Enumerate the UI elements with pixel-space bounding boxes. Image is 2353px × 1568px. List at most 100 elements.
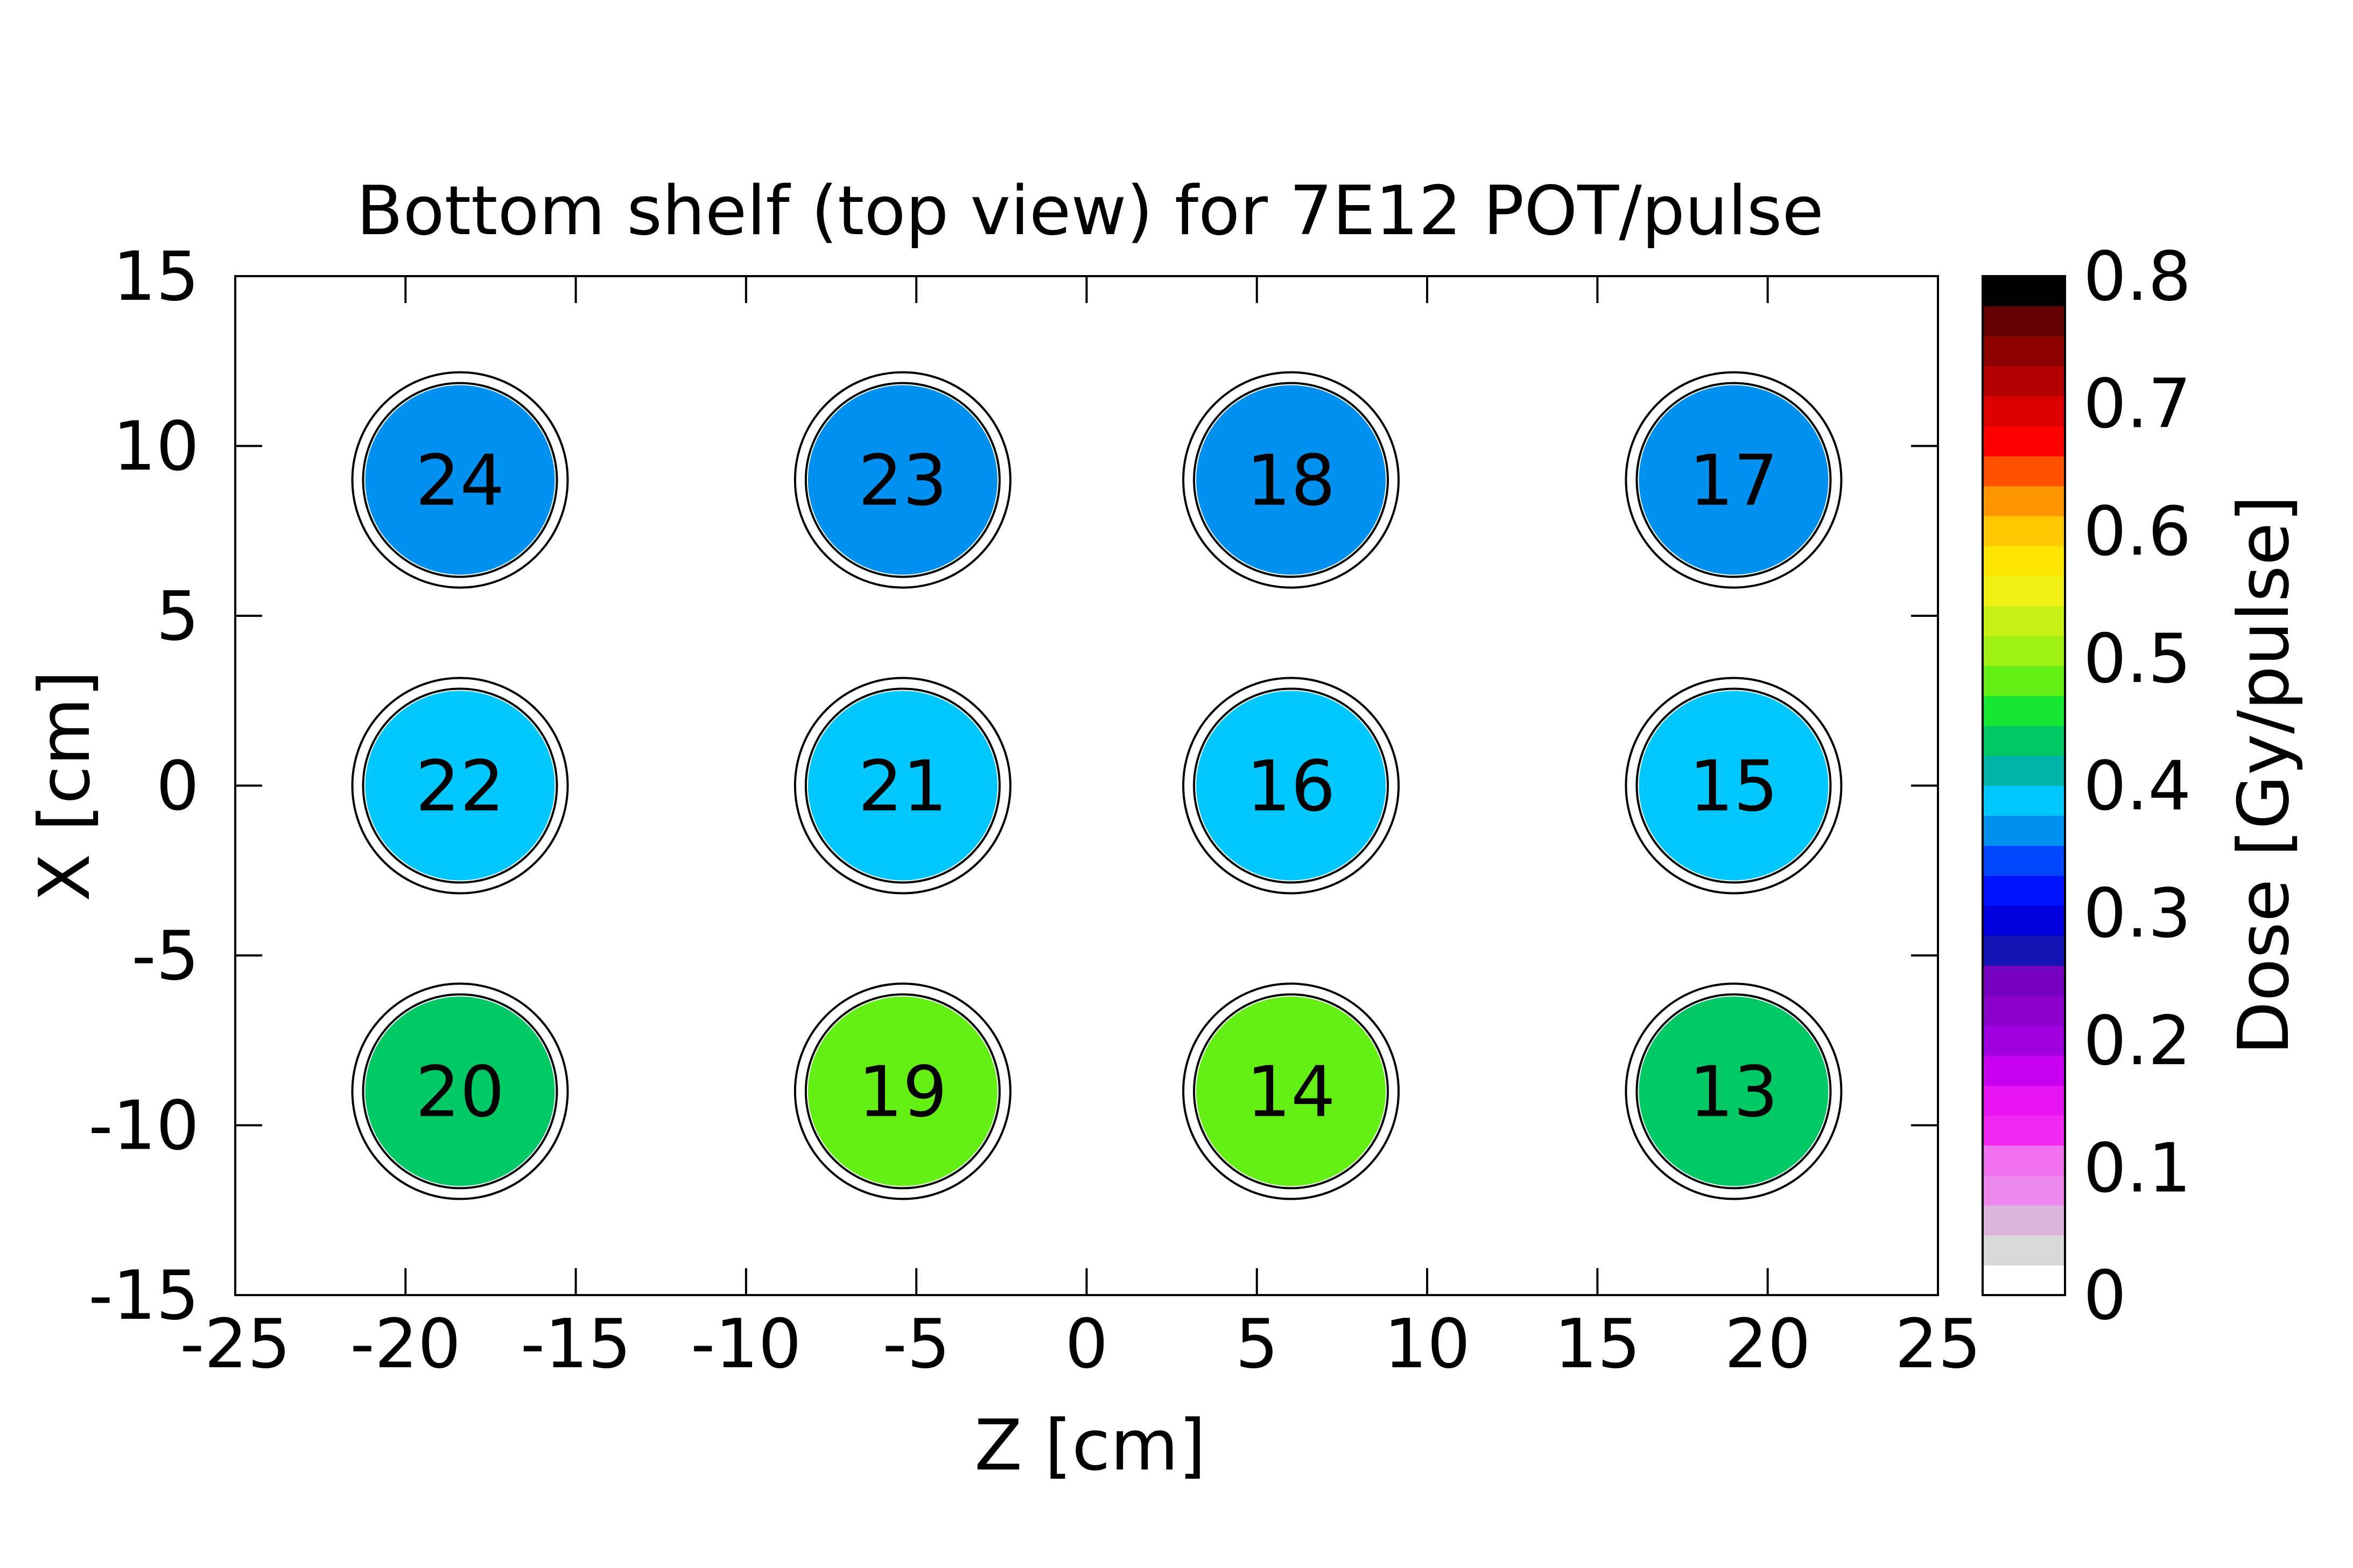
colorbar-segment: [1983, 845, 2065, 876]
detector-dose-fill: [1639, 691, 1829, 881]
detector-dose-fill: [1196, 996, 1386, 1186]
detector-dose-fill: [1196, 385, 1386, 575]
colorbar-segment: [1983, 1265, 2065, 1296]
detector-24: 24: [351, 371, 569, 589]
colorbar-segment: [1983, 785, 2065, 816]
colorbar-tick-label: 0.8: [2083, 237, 2191, 316]
colorbar-tick-label: 0.1: [2083, 1128, 2191, 1207]
colorbar: 0 0.1 0.2 0.3 0.4 0.5 0.6 0.7 0.8: [1982, 237, 2191, 1335]
detector-label: 23: [858, 440, 947, 522]
colorbar-segment: [1983, 815, 2065, 846]
detector-dose-fill: [1639, 385, 1829, 575]
detector-dose-fill: [807, 385, 998, 575]
x-tick-label: 20: [1725, 1304, 1811, 1383]
colorbar-segment: [1983, 636, 2065, 666]
colorbar-label: Dose [Gy/pulse]: [2223, 495, 2305, 1055]
detector-label: 13: [1689, 1051, 1778, 1133]
colorbar-segment: [1983, 546, 2065, 576]
detector-label: 21: [858, 746, 947, 827]
detector-label: 19: [858, 1051, 947, 1133]
detector-dose-fill: [1196, 691, 1386, 881]
x-tick-label: -15: [521, 1304, 631, 1383]
detector-17: 17: [1625, 371, 1843, 589]
colorbar-tick-label: 0.3: [2083, 874, 2191, 953]
colorbar-segment: [1983, 606, 2065, 636]
detector-label: 17: [1689, 440, 1778, 522]
detector-20: 20: [351, 982, 569, 1200]
detector-dose-fill: [365, 691, 555, 881]
x-tick-label: -10: [691, 1304, 802, 1383]
x-tick-label: 0: [1065, 1304, 1108, 1383]
x-tick-label: -20: [350, 1304, 461, 1383]
detector-label: 16: [1246, 746, 1335, 827]
colorbar-segment: [1983, 726, 2065, 756]
detector-dose-fill: [807, 996, 998, 1186]
colorbar-segment: [1983, 456, 2065, 487]
colorbar-tick-label: 0.2: [2083, 1001, 2191, 1080]
colorbar-segment: [1983, 366, 2065, 397]
colorbar-segment: [1983, 965, 2065, 996]
colorbar-segment: [1983, 1085, 2065, 1116]
colorbar-segment: [1983, 1175, 2065, 1206]
detector-points: 24 23 18 17 22 21 16 15 20 19 14 13: [351, 371, 1843, 1200]
detector-label: 22: [416, 746, 504, 827]
y-tick-label: -10: [88, 1086, 199, 1165]
colorbar-segment: [1983, 935, 2065, 966]
detector-15: 15: [1625, 677, 1843, 895]
detector-14: 14: [1182, 982, 1400, 1200]
y-tick-label: 0: [156, 747, 199, 826]
colorbar-segment: [1983, 875, 2065, 906]
colorbar-tick-label: 0: [2083, 1256, 2126, 1335]
detector-dose-fill: [365, 996, 555, 1186]
detector-21: 21: [793, 677, 1012, 895]
detector-19: 19: [793, 982, 1012, 1200]
colorbar-segment: [1983, 396, 2065, 426]
colorbar-tick-label: 0.5: [2083, 619, 2191, 698]
x-tick-label: 10: [1384, 1304, 1470, 1383]
detector-dose-fill: [807, 691, 998, 881]
detector-label: 20: [416, 1051, 504, 1133]
x-tick-label: 25: [1895, 1304, 1981, 1383]
colorbar-frame: [1982, 275, 2066, 1296]
colorbar-segment: [1983, 306, 2065, 336]
chart-title: Bottom shelf (top view) for 7E12 POT/pul…: [356, 171, 1824, 250]
detector-label: 18: [1246, 440, 1335, 522]
x-tick-label: 5: [1235, 1304, 1279, 1383]
detector-label: 15: [1689, 746, 1778, 827]
x-axis-label: Z [cm]: [974, 1404, 1206, 1486]
detector-22: 22: [351, 677, 569, 895]
y-axis-label: X [cm]: [24, 670, 106, 902]
colorbar-tick-label: 0.6: [2083, 491, 2191, 571]
y-axis: 15 10 5 0 -5 -10 -15: [88, 237, 1938, 1335]
colorbar-segment: [1983, 1055, 2065, 1086]
colorbar-segment: [1983, 695, 2065, 726]
x-axis: -25 -20 -15 -10 -5 0 5 10 15 20 25: [180, 276, 1981, 1383]
y-tick-label: 10: [113, 407, 199, 486]
colorbar-segment: [1983, 1235, 2065, 1265]
colorbar-segment: [1983, 516, 2065, 546]
detector-label: 14: [1246, 1051, 1335, 1133]
colorbar-segment: [1983, 1145, 2065, 1176]
detector-13: 13: [1625, 982, 1843, 1200]
x-tick-label: 15: [1554, 1304, 1640, 1383]
colorbar-segment: [1983, 575, 2065, 607]
colorbar-segment: [1983, 905, 2065, 936]
detector-label: 24: [416, 440, 504, 522]
colorbar-segment: [1983, 426, 2065, 456]
colorbar-segment: [1983, 755, 2065, 786]
detector-18: 18: [1182, 371, 1400, 589]
colorbar-segment: [1983, 486, 2065, 517]
detector-23: 23: [793, 371, 1012, 589]
colorbar-segment: [1983, 1205, 2065, 1236]
y-tick-label: 15: [113, 237, 199, 316]
x-tick-label: -5: [882, 1304, 950, 1383]
detector-16: 16: [1182, 677, 1400, 895]
y-tick-label: 5: [156, 576, 199, 656]
colorbar-tick-label: 0.7: [2083, 364, 2191, 444]
y-tick-label: -5: [131, 916, 199, 995]
colorbar-segment: [1983, 336, 2065, 367]
colorbar-segment: [1983, 1025, 2065, 1056]
x-tick-label: -25: [180, 1304, 291, 1383]
colorbar-segment: [1983, 665, 2065, 697]
